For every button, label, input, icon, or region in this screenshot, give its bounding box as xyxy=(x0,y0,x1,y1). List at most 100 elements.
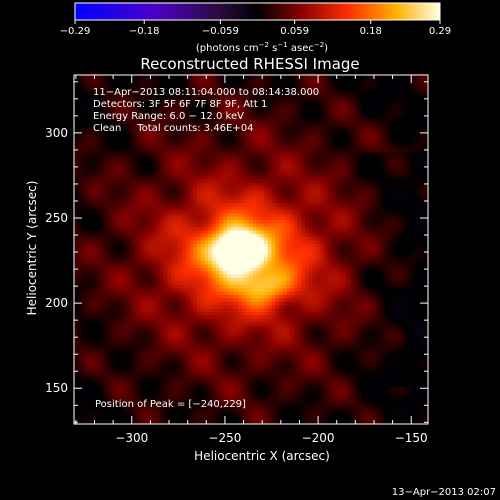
heatmap-cell xyxy=(155,318,161,323)
heatmap-cell xyxy=(241,410,246,415)
heatmap-cell xyxy=(196,298,202,302)
heatmap-cell xyxy=(390,250,395,255)
heatmap-cell xyxy=(81,383,86,387)
heatmap-cell xyxy=(155,417,161,421)
heatmap-cell xyxy=(368,417,373,421)
heatmap-cell xyxy=(346,277,351,282)
heatmap-cell xyxy=(152,345,157,350)
heatmap-cell xyxy=(241,376,246,381)
heatmap-cell xyxy=(208,291,213,296)
heatmap-cell xyxy=(264,366,269,370)
heatmap-cell xyxy=(413,253,418,258)
heatmap-cell xyxy=(208,355,213,360)
heatmap-cell xyxy=(405,410,410,415)
heatmap-cell xyxy=(338,274,343,278)
heatmap-cell xyxy=(230,386,235,391)
heatmap-cell xyxy=(100,332,105,336)
heatmap-cell xyxy=(278,352,284,357)
heatmap-cell xyxy=(200,359,205,364)
heatmap-cell xyxy=(372,372,377,377)
heatmap-cell xyxy=(316,287,321,292)
heatmap-cell xyxy=(193,267,198,272)
heatmap-cell xyxy=(155,243,161,248)
heatmap-cell xyxy=(334,270,339,275)
heatmap-cell xyxy=(346,417,351,421)
heatmap-cell xyxy=(360,277,366,282)
heatmap-cell xyxy=(226,406,231,411)
heatmap-cell xyxy=(234,291,239,296)
heatmap-cell xyxy=(182,298,187,302)
heatmap-cell xyxy=(85,372,90,377)
heatmap-cell xyxy=(293,355,298,360)
heatmap-cell xyxy=(316,386,321,391)
heatmap-cell xyxy=(230,257,235,261)
heatmap-cell xyxy=(372,304,377,309)
heatmap-cell xyxy=(193,284,198,289)
heatmap-cell xyxy=(148,328,153,333)
heatmap-cell xyxy=(230,270,235,275)
heatmap-cell xyxy=(193,410,198,415)
heatmap-cell xyxy=(290,410,295,415)
heatmap-cell xyxy=(163,386,168,391)
heatmap-cell xyxy=(327,403,332,408)
heatmap-cell xyxy=(264,291,269,296)
heatmap-cell xyxy=(353,308,358,313)
heatmap-cell xyxy=(200,267,205,272)
heatmap-cell xyxy=(278,308,284,313)
heatmap-cell xyxy=(394,291,399,296)
heatmap-cell xyxy=(249,393,254,398)
heatmap-cell xyxy=(293,315,298,319)
heatmap-cell xyxy=(331,342,336,347)
heatmap-cell xyxy=(241,372,246,377)
heatmap-cell xyxy=(260,328,265,333)
heatmap-cell xyxy=(416,311,421,316)
heatmap-cell xyxy=(245,386,250,391)
heatmap-cell xyxy=(81,274,86,278)
heatmap-cell xyxy=(148,406,153,411)
heatmap-cell xyxy=(282,311,287,316)
heatmap-cell xyxy=(316,355,321,360)
heatmap-cell xyxy=(416,355,421,360)
colorbar-bar xyxy=(74,2,441,21)
heatmap-cell xyxy=(372,396,377,401)
heatmap-cell xyxy=(155,338,161,343)
heatmap-cell xyxy=(387,308,392,313)
heatmap-cell xyxy=(416,294,421,299)
heatmap-cell xyxy=(211,355,216,360)
heatmap-cell xyxy=(360,379,366,384)
heatmap-cell xyxy=(185,386,190,391)
heatmap-cell xyxy=(170,379,176,384)
heatmap-cell xyxy=(170,417,176,421)
heatmap-cell xyxy=(301,372,306,377)
heatmap-cell xyxy=(196,328,202,333)
heatmap-cell xyxy=(129,291,135,296)
heatmap-cell xyxy=(394,281,399,285)
heatmap-cell xyxy=(114,291,120,296)
heatmap-cell xyxy=(96,243,101,248)
heatmap-cell xyxy=(148,287,153,292)
heatmap-cell xyxy=(174,400,179,404)
heatmap-cell xyxy=(331,260,336,265)
heatmap-cell xyxy=(114,325,120,330)
heatmap-cell xyxy=(278,376,284,381)
heatmap-cell xyxy=(375,338,380,343)
heatmap-cell xyxy=(196,406,202,411)
heatmap-cell xyxy=(286,376,291,381)
heatmap-cell xyxy=(159,253,164,258)
heatmap-cell xyxy=(133,413,138,418)
heatmap-cell xyxy=(286,369,291,374)
heatmap-cell xyxy=(241,304,246,309)
heatmap-cell xyxy=(379,400,384,404)
heatmap-cell xyxy=(219,359,224,364)
heatmap-cell xyxy=(379,413,384,418)
heatmap-cell xyxy=(290,355,295,360)
heatmap-cell xyxy=(334,311,339,316)
heatmap-cell xyxy=(211,400,216,404)
heatmap-cell xyxy=(319,325,325,330)
heatmap-cell xyxy=(100,369,105,374)
heatmap-cell xyxy=(163,294,168,299)
heatmap-cell xyxy=(278,410,284,415)
heatmap-cell xyxy=(155,372,161,377)
heatmap-cell xyxy=(159,332,164,336)
heatmap-cell xyxy=(141,270,146,275)
